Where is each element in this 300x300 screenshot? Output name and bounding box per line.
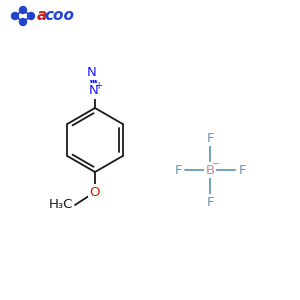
Text: O: O: [90, 185, 100, 199]
Circle shape: [11, 13, 19, 20]
Text: F: F: [206, 131, 214, 145]
Text: +: +: [95, 81, 103, 91]
Text: F: F: [238, 164, 246, 176]
Text: N: N: [89, 85, 99, 98]
Text: N: N: [87, 65, 97, 79]
Text: F: F: [206, 196, 214, 208]
Text: a: a: [37, 8, 47, 23]
Circle shape: [28, 13, 34, 20]
Text: B: B: [206, 164, 214, 176]
Text: F: F: [174, 164, 182, 176]
Text: −: −: [212, 159, 220, 169]
Text: coo: coo: [44, 8, 74, 23]
Circle shape: [20, 7, 26, 14]
Text: H₃C: H₃C: [49, 199, 73, 212]
Circle shape: [20, 19, 26, 26]
